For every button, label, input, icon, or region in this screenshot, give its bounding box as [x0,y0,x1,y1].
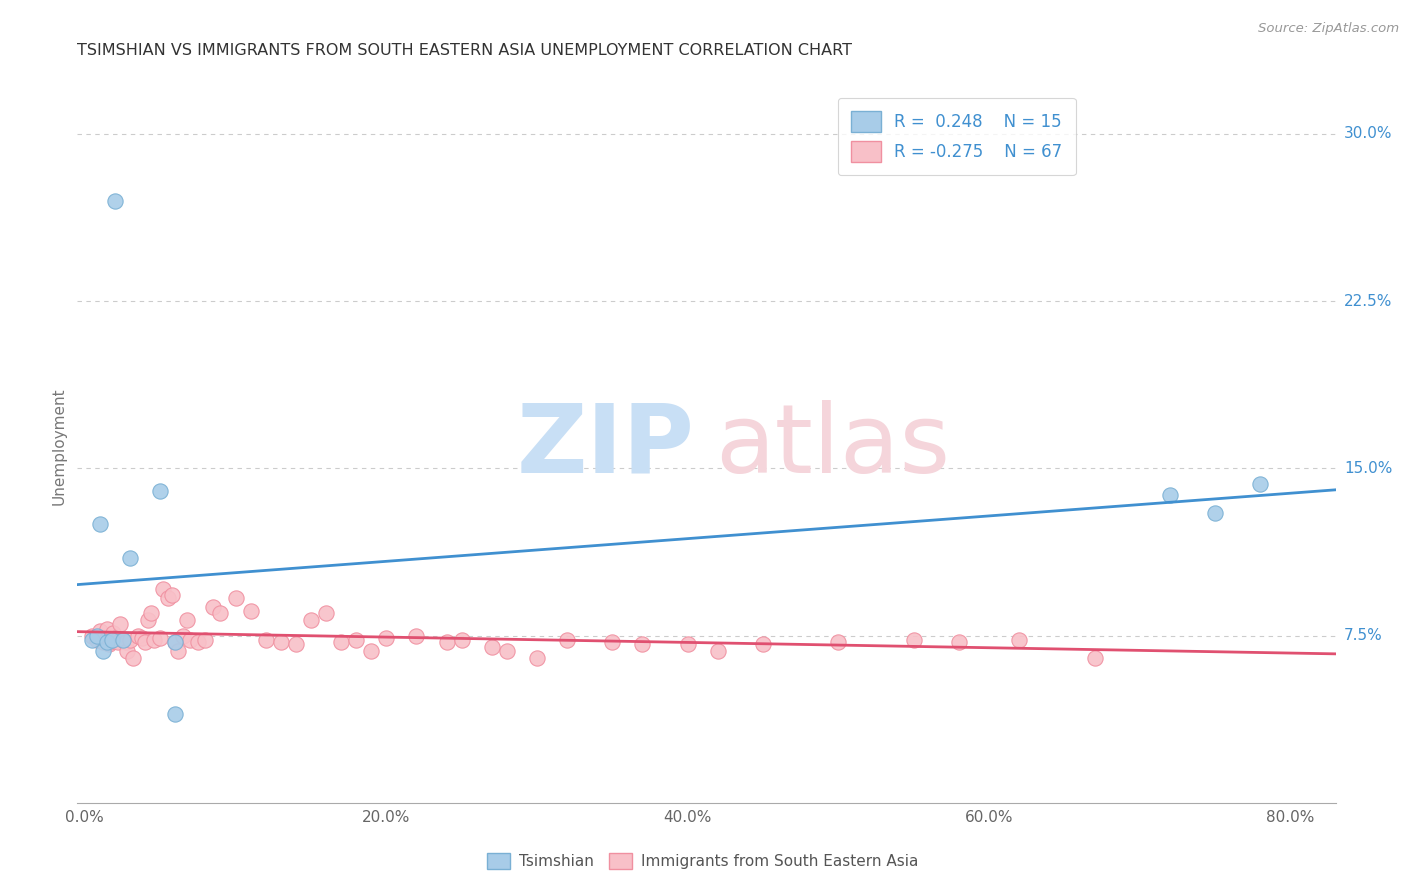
Point [495,644,517,658]
Point [86,633,108,648]
Point [111,633,134,648]
Point [526,651,548,665]
Text: 7.5%: 7.5% [1344,628,1382,643]
Point [162,589,184,603]
Point [194,633,217,648]
Point [114,635,136,649]
Point [254,633,277,648]
Text: TSIMSHIAN VS IMMIGRANTS FROM SOUTH EASTERN ASIA UNEMPLOYMENT CORRELATION CHART: TSIMSHIAN VS IMMIGRANTS FROM SOUTH EASTE… [77,43,852,58]
Text: 15.0%: 15.0% [1344,461,1392,475]
Point [631,637,654,651]
Point [131,631,153,645]
Point [93,631,115,645]
Point [165,635,187,649]
Point [315,607,337,621]
Point [187,635,209,649]
Point [165,706,187,721]
Point [602,635,624,649]
Point [450,633,472,648]
Point [100,635,122,649]
Point [104,631,127,645]
Point [179,633,201,648]
Point [120,633,142,648]
Point [948,635,970,649]
Point [827,635,849,649]
Point [108,617,131,632]
Text: Source: ZipAtlas.com: Source: ZipAtlas.com [1258,22,1399,36]
Point [86,628,108,642]
Point [375,631,398,645]
Text: atlas: atlas [714,400,950,492]
Point [82,628,104,642]
Point [436,635,458,649]
Point [115,644,138,658]
Point [172,628,194,642]
Point [299,613,322,627]
Point [152,582,174,596]
Text: ZIP: ZIP [517,400,695,492]
Point [91,644,114,658]
Point [330,635,353,649]
Point [156,591,179,605]
Text: 22.5%: 22.5% [1344,293,1392,309]
Point [225,591,247,605]
Point [1084,651,1107,665]
Legend: R =  0.248    N = 15, R = -0.275    N = 67: R = 0.248 N = 15, R = -0.275 N = 67 [838,97,1076,176]
Text: 30.0%: 30.0% [1344,127,1392,141]
Point [405,628,427,642]
Point [96,622,118,636]
Point [127,628,149,642]
Point [344,633,367,648]
Legend: Tsimshian, Immigrants from South Eastern Asia: Tsimshian, Immigrants from South Eastern… [481,847,925,875]
Point [676,637,699,651]
Point [94,633,117,648]
Point [82,633,104,648]
Point [111,633,134,648]
Point [149,483,172,498]
Point [122,651,145,665]
Point [105,633,128,648]
Point [752,637,775,651]
Point [707,644,730,658]
Point [165,635,187,649]
Point [239,604,262,618]
Point [284,637,307,651]
Point [360,644,382,658]
Y-axis label: Unemployment: Unemployment [51,387,66,505]
Point [1204,506,1226,520]
Point [89,624,111,639]
Point [270,635,292,649]
Point [1159,488,1181,502]
Point [101,633,124,648]
Point [96,635,118,649]
Point [903,633,925,648]
Point [103,626,125,640]
Point [141,607,163,621]
Point [91,635,114,649]
Point [167,644,190,658]
Point [149,631,172,645]
Point [101,633,124,648]
Point [120,550,142,565]
Point [209,607,232,621]
Point [143,633,166,648]
Point [136,613,159,627]
Point [1008,633,1031,648]
Point [89,517,111,532]
Point [555,633,578,648]
Point [134,635,156,649]
Point [104,194,127,208]
Point [98,637,121,651]
Point [481,640,503,654]
Point [107,635,129,649]
Point [176,613,198,627]
Point [201,599,224,614]
Point [1249,476,1271,491]
